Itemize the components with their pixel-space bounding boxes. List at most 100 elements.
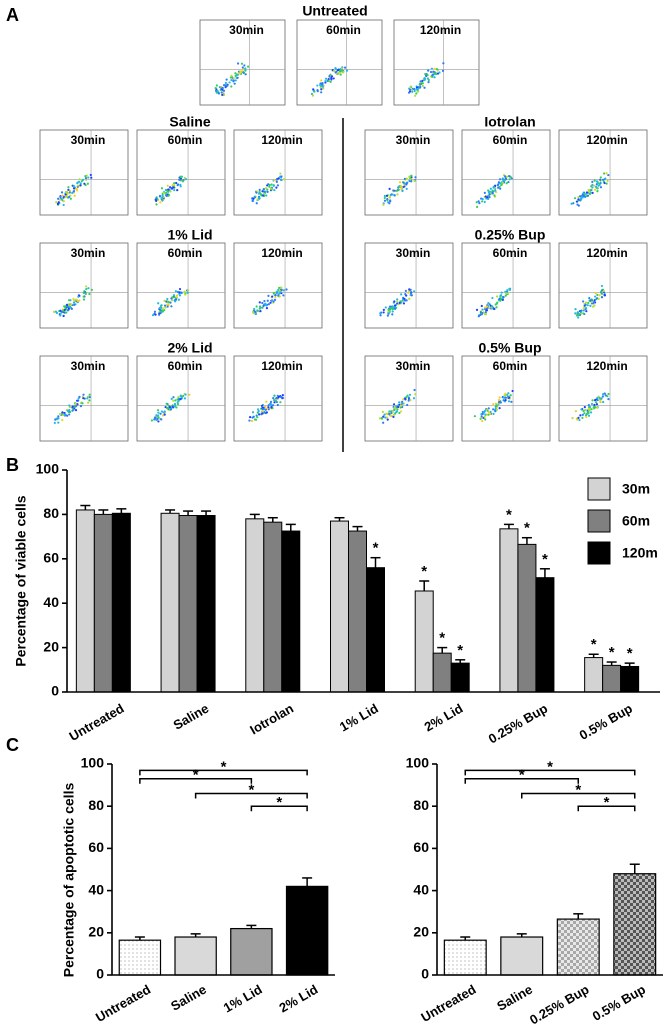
- flow-dot: [64, 190, 67, 193]
- flow-dot: [593, 179, 596, 182]
- flow-dot: [409, 292, 413, 295]
- flow-dot: [607, 392, 610, 396]
- flow-dot: [388, 412, 391, 416]
- flow-dot: [266, 299, 269, 302]
- flow-dot: [387, 310, 390, 313]
- flow-dot: [592, 300, 596, 304]
- asterisk: *: [457, 642, 463, 659]
- flow-dot: [73, 303, 76, 306]
- flow-dot: [502, 295, 505, 299]
- flow-dot: [87, 401, 90, 404]
- bracket-line: [194, 792, 308, 799]
- error-bar: [165, 509, 176, 514]
- plot-frame: [233, 242, 323, 329]
- flow-dot: [404, 289, 407, 292]
- flow-dot: [501, 181, 504, 184]
- flow-dot: [163, 413, 166, 416]
- flow-dot: [587, 412, 590, 415]
- flow-dot: [159, 412, 162, 415]
- flow-dot: [161, 414, 165, 417]
- flow-dot: [68, 413, 71, 416]
- x-tick-label: 1% Lid: [337, 701, 381, 735]
- flow-dot: [581, 196, 584, 199]
- flow-dot: [592, 305, 595, 308]
- error-bar: [246, 924, 257, 929]
- flow-dot: [486, 409, 489, 412]
- flow-dot: [248, 419, 251, 422]
- flow-dot: [577, 195, 580, 199]
- flow-dot: [601, 178, 605, 181]
- x-tick-label: Saline: [494, 982, 535, 1014]
- flow-dot: [161, 198, 164, 202]
- flow-dot: [163, 410, 166, 413]
- flow-dot: [172, 399, 175, 402]
- x-tick-label: Untreated: [93, 982, 153, 1025]
- flow-dot: [481, 198, 484, 201]
- flow-dot: [174, 298, 178, 301]
- flow-dot: [269, 187, 273, 190]
- flow-dot: [509, 394, 512, 397]
- flow-dot: [320, 79, 323, 82]
- flow-dot: [574, 308, 577, 311]
- flow-dot: [57, 415, 60, 418]
- error-bar: [201, 510, 212, 516]
- flow-dot: [54, 310, 58, 313]
- flow-dot: [234, 79, 237, 82]
- asterisk: *: [575, 782, 581, 799]
- flow-dot: [389, 414, 392, 418]
- y-tick-label: 100: [81, 755, 105, 771]
- bar: [245, 518, 265, 693]
- flow-dot: [391, 313, 394, 316]
- flow-dot: [595, 297, 599, 300]
- flow-dot: [577, 316, 580, 319]
- flow-dot: [604, 394, 607, 397]
- flow-dot: [166, 190, 169, 193]
- plot-frame: [558, 242, 648, 329]
- flow-dot: [214, 87, 217, 90]
- flow-dot: [66, 414, 69, 417]
- flow-dot: [603, 181, 606, 185]
- error-bar: [573, 913, 584, 920]
- flow-dot: [585, 191, 589, 194]
- flow-dot: [228, 81, 231, 84]
- flow-dot: [383, 196, 386, 200]
- flow-dot: [62, 413, 65, 417]
- flow-dot: [62, 203, 65, 207]
- flow-dot: [497, 401, 501, 404]
- flow-dot: [415, 86, 419, 89]
- flow-dot: [576, 418, 579, 421]
- plot-frame: [558, 129, 648, 216]
- flow-dot: [280, 178, 283, 181]
- flow-dot: [232, 80, 235, 83]
- flow-dot: [68, 191, 71, 194]
- y-axis-label: Percentage of viable cells: [13, 495, 29, 666]
- plot-frame: [296, 19, 383, 106]
- bracket-line: [464, 778, 579, 784]
- flow-dot: [312, 88, 315, 91]
- flow-dot: [64, 193, 67, 196]
- flow-dot: [435, 67, 439, 71]
- flow-dot: [278, 286, 281, 289]
- bar: [230, 927, 273, 976]
- flow-dot: [494, 189, 497, 192]
- asterisk: *: [421, 563, 427, 580]
- flow-dot: [88, 396, 91, 399]
- significance-bracket: [464, 769, 636, 776]
- flow-dot: [217, 92, 220, 95]
- flow-dot: [216, 90, 219, 93]
- flow-dot: [176, 183, 180, 186]
- x-tick-label: Saline: [168, 982, 209, 1014]
- flow-dot: [507, 400, 511, 403]
- flow-dot: [176, 402, 180, 406]
- flow-dot: [384, 306, 387, 309]
- flow-dot: [70, 307, 73, 311]
- flow-dot: [76, 184, 80, 187]
- flow-dot: [264, 405, 267, 408]
- flow-dot: [263, 190, 266, 193]
- flow-dot: [584, 301, 588, 304]
- flow-dot: [408, 290, 411, 293]
- flow-dot: [506, 289, 509, 292]
- flow-dot: [488, 193, 491, 196]
- flow-dot: [504, 177, 507, 180]
- flow-dot: [339, 73, 342, 76]
